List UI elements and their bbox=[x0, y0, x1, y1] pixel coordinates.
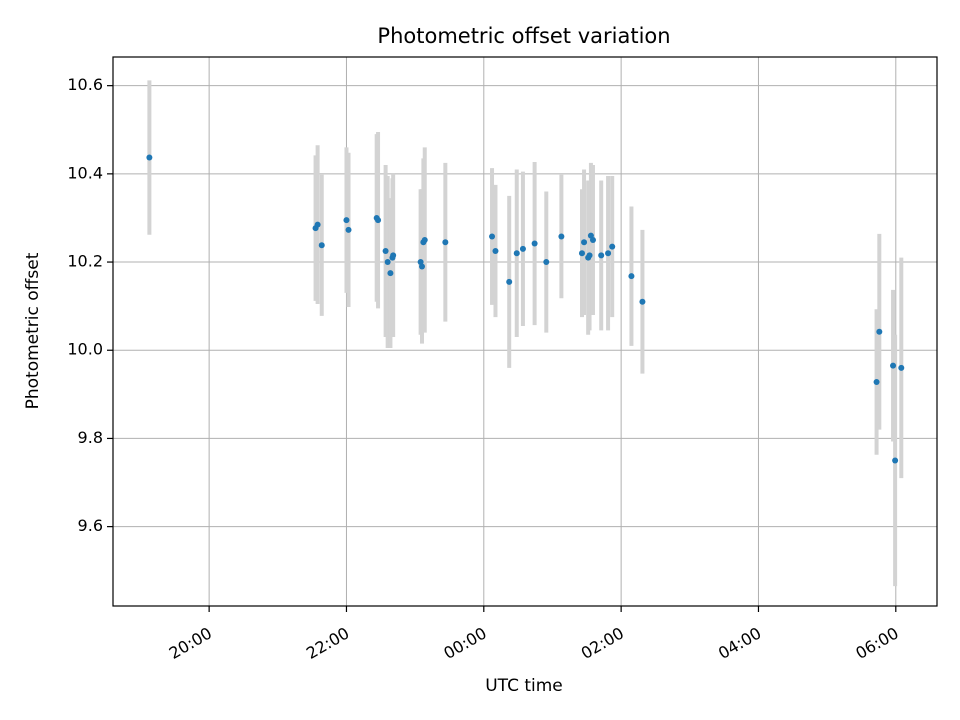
data-point bbox=[605, 250, 612, 257]
data-point bbox=[558, 233, 565, 240]
x-axis-label: UTC time bbox=[485, 676, 563, 696]
data-point bbox=[419, 263, 425, 270]
data-point bbox=[382, 248, 389, 255]
y-tick-label: 9.6 bbox=[78, 516, 103, 535]
data-point bbox=[442, 239, 449, 246]
data-point bbox=[146, 154, 153, 161]
data-point bbox=[506, 278, 513, 285]
data-point bbox=[873, 378, 880, 385]
data-point bbox=[519, 245, 526, 252]
data-point bbox=[581, 239, 588, 246]
data-point bbox=[489, 233, 496, 240]
plot-frame bbox=[112, 56, 938, 607]
data-point bbox=[343, 217, 350, 224]
data-point bbox=[375, 217, 382, 224]
data-point bbox=[390, 252, 397, 259]
data-point bbox=[384, 259, 391, 266]
data-point bbox=[345, 226, 352, 233]
data-point bbox=[492, 248, 499, 255]
data-point bbox=[628, 273, 635, 280]
data-point bbox=[589, 237, 596, 243]
data-point bbox=[314, 221, 321, 228]
data-point bbox=[421, 237, 428, 243]
data-point bbox=[892, 457, 899, 464]
data-point bbox=[639, 298, 646, 305]
data-point bbox=[876, 328, 883, 335]
data-point bbox=[318, 242, 325, 249]
data-point bbox=[890, 362, 897, 369]
data-point bbox=[578, 250, 585, 257]
data-point bbox=[543, 259, 550, 266]
chart-title: Photometric offset variation bbox=[377, 24, 670, 48]
data-point bbox=[513, 250, 520, 257]
data-point bbox=[387, 270, 394, 277]
data-points bbox=[146, 154, 905, 464]
data-point bbox=[531, 240, 538, 247]
y-tick-label: 10.4 bbox=[67, 163, 103, 182]
data-point bbox=[598, 252, 605, 259]
y-tick-label: 10.6 bbox=[67, 75, 103, 94]
data-point bbox=[586, 252, 593, 259]
y-tick-label: 10.0 bbox=[67, 340, 103, 359]
data-point bbox=[898, 364, 905, 371]
y-axis-label: Photometric offset bbox=[23, 252, 43, 409]
data-point bbox=[609, 243, 616, 250]
y-tick-label: 10.2 bbox=[67, 252, 103, 271]
grid-lines bbox=[113, 57, 937, 606]
y-tick-label: 9.8 bbox=[78, 428, 103, 447]
